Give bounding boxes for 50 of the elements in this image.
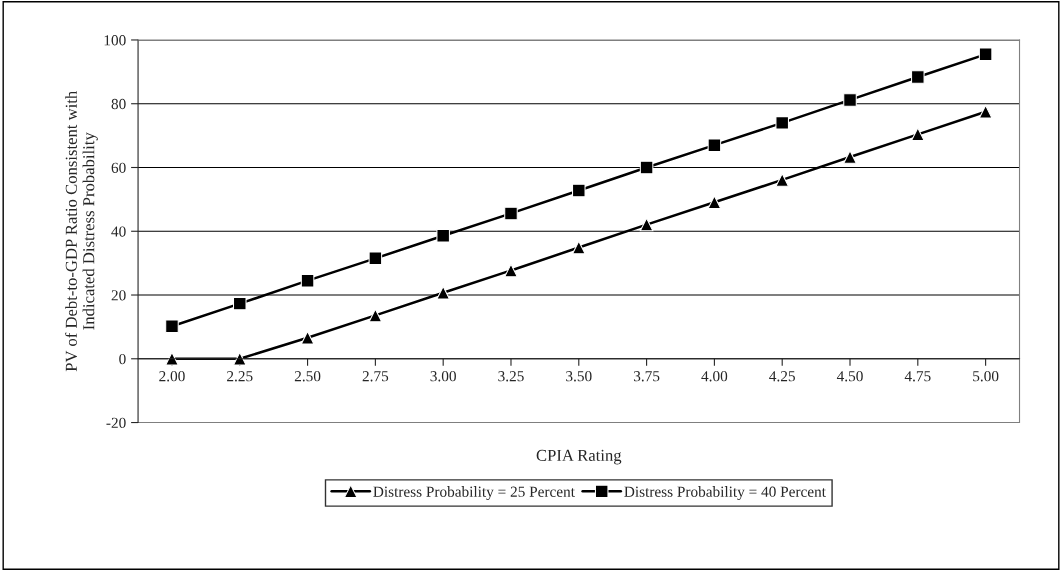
point	[572, 240, 586, 255]
y-tick-label: 40	[111, 226, 126, 237]
point	[436, 286, 450, 300]
point	[707, 138, 722, 152]
point	[639, 160, 654, 175]
point	[368, 251, 383, 266]
x-tick-label: 5.00	[973, 371, 999, 382]
x-tick-label: 4.50	[836, 371, 863, 382]
point	[572, 183, 586, 198]
x-tick-label: 2.75	[362, 371, 389, 382]
y-tick-label: 80	[111, 98, 126, 110]
x-tick-label: 2.25	[227, 371, 253, 382]
x-tick-label: 4.25	[769, 371, 795, 382]
x-tick-label: 4.75	[904, 371, 931, 382]
x-tick-label: 3.75	[633, 371, 660, 382]
point	[165, 319, 179, 334]
x-tick-label: 3.50	[566, 371, 592, 382]
point	[707, 195, 722, 210]
point	[300, 330, 315, 345]
x-axis-title: CPIA Rating	[536, 449, 622, 465]
point	[233, 296, 247, 311]
x-tick-label: 2.00	[159, 371, 185, 382]
point	[843, 93, 857, 107]
x-tick-label: 4.00	[701, 371, 728, 382]
point	[504, 206, 518, 221]
point	[911, 127, 925, 142]
point	[775, 116, 789, 130]
x-tick-label: 3.00	[430, 371, 456, 382]
y-tick-label: -20	[106, 417, 126, 428]
point	[639, 217, 654, 232]
y-tick-label: 20	[111, 290, 126, 301]
point	[504, 263, 518, 278]
point	[165, 352, 179, 366]
point	[300, 273, 315, 288]
x-tick-label: 3.25	[498, 371, 524, 382]
point	[233, 352, 247, 366]
point	[978, 47, 993, 62]
point	[775, 173, 789, 187]
y-axis-title: PV of Debt-to-GDP Ratio Consistent with Indicated Distress Probability	[65, 90, 98, 372]
y-tick-label: 60	[111, 162, 126, 173]
legend-label: Distress Probability = 25 Percent	[373, 486, 575, 501]
point	[978, 104, 993, 119]
y-tick-label: 0	[119, 353, 126, 365]
legend-label: Distress Probability = 40 Percent	[624, 486, 826, 501]
point	[436, 228, 450, 243]
y-tick-label: 100	[104, 35, 126, 46]
point	[843, 150, 857, 164]
point	[911, 70, 925, 84]
x-tick-label: 2.50	[294, 371, 321, 382]
point	[368, 308, 383, 323]
